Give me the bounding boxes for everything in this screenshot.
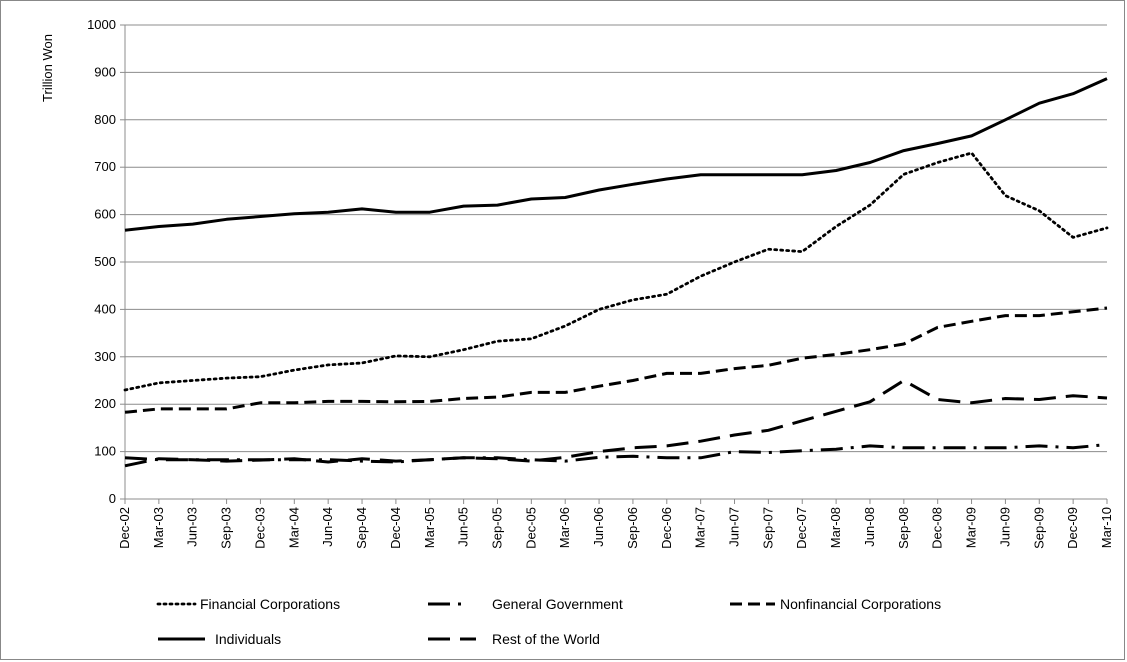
- legend: Financial Corporations General Government…: [156, 596, 941, 647]
- series-line-individuals: [124, 77, 1108, 232]
- y-tick-label: 600: [94, 207, 116, 222]
- x-tick-label: Sep-08: [896, 507, 911, 549]
- x-tick-label: Sep-09: [1031, 507, 1046, 549]
- legend-label: General Government: [492, 596, 623, 612]
- x-tick-label: Sep-05: [489, 507, 504, 549]
- series-line-rest-of-the-world: [124, 379, 1108, 468]
- x-tick-label: Dec-02: [117, 507, 132, 549]
- x-tick-label: Dec-05: [523, 507, 538, 549]
- legend-label: Nonfinancial Corporations: [780, 596, 941, 612]
- x-tick-label: Jun-08: [862, 507, 877, 547]
- x-tick-label: Dec-07: [794, 507, 809, 549]
- series-lines: [123, 77, 1109, 468]
- x-tick-label: Jun-07: [727, 507, 742, 547]
- x-tick-label: Sep-06: [625, 507, 640, 549]
- y-tick-label: 300: [94, 349, 116, 364]
- x-tick-label: Mar-09: [964, 507, 979, 548]
- legend-label: Financial Corporations: [200, 596, 340, 612]
- y-tick-labels: 0 100 200 300 400 500 600 700 800 900 1000: [87, 17, 116, 506]
- x-tick-label: Dec-06: [659, 507, 674, 549]
- legend-label: Rest of the World: [492, 631, 600, 647]
- x-tick-label: Dec-08: [930, 507, 945, 549]
- x-tick-label: Mar-03: [151, 507, 166, 548]
- axes: [120, 24, 1108, 504]
- y-tick-label: 400: [94, 301, 116, 316]
- x-tick-label: Mar-05: [422, 507, 437, 548]
- x-tick-label: Jun-06: [591, 507, 606, 547]
- x-tick-label: Jun-04: [320, 507, 335, 547]
- x-tick-label: Jun-09: [997, 507, 1012, 547]
- x-tick-label: Sep-03: [219, 507, 234, 549]
- x-tick-labels: Dec-02 Mar-03 Jun-03 Sep-03 Dec-03 Mar-04 Jun-…: [117, 507, 1114, 549]
- grid-lines: [125, 24, 1107, 500]
- series-line-financial-corporations: [123, 151, 1109, 392]
- series-line-nonfinancial-corporations: [124, 306, 1108, 414]
- x-tick-label: Jun-05: [456, 507, 471, 547]
- x-tick-label: Mar-04: [286, 507, 301, 548]
- x-tick-label: Jun-03: [185, 507, 200, 547]
- y-tick-label: 900: [94, 64, 116, 79]
- x-tick-label: Dec-04: [388, 507, 403, 549]
- y-tick-label: 100: [94, 444, 116, 459]
- x-tick-label: Mar-10: [1099, 507, 1114, 548]
- x-tick-label: Mar-06: [557, 507, 572, 548]
- x-tick-label: Mar-07: [693, 507, 708, 548]
- y-tick-label: 800: [94, 112, 116, 127]
- y-tick-label: 0: [109, 491, 116, 506]
- y-tick-label: 700: [94, 159, 116, 174]
- y-tick-label: 200: [94, 396, 116, 411]
- x-tick-label: Mar-08: [828, 507, 843, 548]
- y-tick-label: 1000: [87, 17, 116, 32]
- x-tick-label: Sep-04: [354, 507, 369, 549]
- x-tick-label: Dec-03: [252, 507, 267, 549]
- x-tick-label: Dec-09: [1065, 507, 1080, 549]
- y-tick-label: 500: [94, 254, 116, 269]
- x-tick-label: Sep-07: [760, 507, 775, 549]
- y-axis-label: Trillion Won: [40, 34, 55, 102]
- legend-label: Individuals: [215, 631, 281, 647]
